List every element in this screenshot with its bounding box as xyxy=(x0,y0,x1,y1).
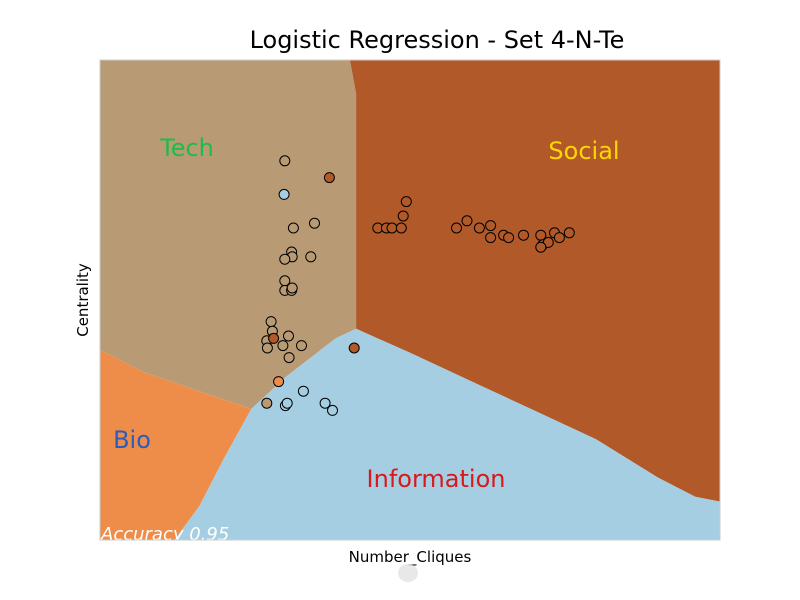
region-label-tech: Tech xyxy=(159,134,214,162)
plot-area xyxy=(100,60,720,540)
point-social-9 xyxy=(485,220,497,232)
point-information-5 xyxy=(327,404,338,416)
cursor-blur xyxy=(398,564,418,582)
point-social-22 xyxy=(268,332,280,344)
plot-frame xyxy=(99,59,721,541)
point-social-5 xyxy=(400,196,412,208)
point-social-7 xyxy=(461,215,473,227)
point-tech-5 xyxy=(279,253,291,265)
point-social-20 xyxy=(535,241,547,253)
point-tech-17 xyxy=(277,340,289,352)
region-label-bio: Bio xyxy=(113,426,151,454)
point-social-19 xyxy=(563,227,575,239)
point-information-3 xyxy=(297,385,309,397)
point-bio-0 xyxy=(273,376,285,388)
region-information xyxy=(174,328,720,540)
region-label-social: Social xyxy=(548,137,619,165)
point-social-13 xyxy=(518,229,529,241)
point-social-23 xyxy=(348,342,360,354)
point-information-0 xyxy=(278,188,290,200)
point-social-8 xyxy=(473,222,485,234)
point-tech-2 xyxy=(309,217,320,229)
point-social-12 xyxy=(503,232,515,244)
point-social-6 xyxy=(451,222,462,234)
point-tech-11 xyxy=(265,316,277,328)
point-tech-19 xyxy=(261,397,273,409)
point-social-18 xyxy=(553,232,565,244)
point-tech-15 xyxy=(283,352,295,364)
point-tech-10 xyxy=(286,282,298,294)
point-tech-18 xyxy=(261,342,273,354)
accuracy-annotation: Accuracy 0.95 xyxy=(100,524,229,545)
chart-title: Logistic Regression - Set 4-N-Te xyxy=(250,26,625,54)
point-social-2 xyxy=(386,222,398,234)
y-axis-label: Centrality xyxy=(74,263,92,337)
point-social-3 xyxy=(395,222,407,234)
point-social-10 xyxy=(485,232,497,244)
region-social xyxy=(349,60,720,502)
point-tech-13 xyxy=(283,330,294,342)
x-axis-label: Number_Cliques xyxy=(349,548,472,567)
point-tech-6 xyxy=(305,251,317,263)
point-tech-16 xyxy=(296,340,307,352)
point-social-21 xyxy=(323,172,335,184)
point-social-4 xyxy=(397,210,409,222)
point-information-4 xyxy=(319,397,331,409)
point-tech-0 xyxy=(279,155,291,167)
region-tech xyxy=(100,60,357,409)
region-label-information: Information xyxy=(367,465,506,493)
point-information-2 xyxy=(281,397,293,409)
scatter-points xyxy=(261,155,575,416)
region-bio xyxy=(100,349,252,540)
point-tech-1 xyxy=(287,222,299,234)
